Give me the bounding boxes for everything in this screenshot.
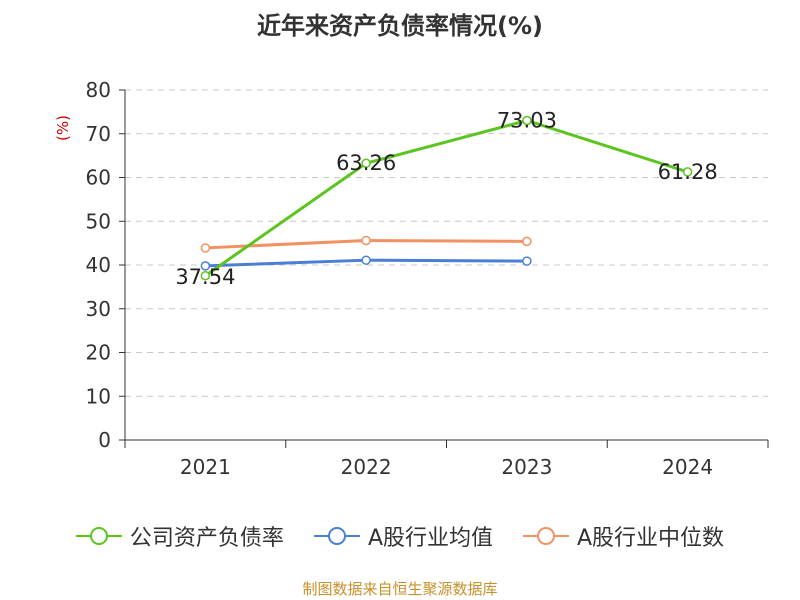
legend-marker-icon — [75, 527, 122, 545]
data-point[interactable] — [522, 256, 532, 266]
y-tick-label: 0 — [98, 428, 111, 452]
x-tick-label: 2023 — [501, 455, 552, 479]
data-label: 61.28 — [658, 160, 718, 184]
legend-item-industry-median[interactable]: A股行业中位数 — [523, 520, 724, 552]
axes: 0 10 20 30 40 50 60 70 80 2021 2022 2023 2024 — [86, 78, 769, 479]
y-tick-label: 60 — [86, 166, 111, 190]
series-lines — [200, 115, 693, 281]
x-tick-label: 2024 — [662, 455, 713, 479]
legend-label: 公司资产负债率 — [129, 526, 284, 551]
legend-item-industry-mean[interactable]: A股行业均值 — [313, 520, 493, 552]
source-note: 制图数据来自恒生聚源数据库 — [302, 580, 498, 598]
data-point[interactable] — [361, 235, 371, 246]
y-tick-label: 70 — [86, 122, 111, 146]
data-point[interactable] — [522, 115, 532, 126]
x-tick-label: 2021 — [180, 455, 231, 479]
data-point[interactable] — [361, 255, 371, 265]
y-tick-label: 80 — [86, 78, 111, 102]
data-label: 73.03 — [497, 108, 557, 132]
x-tick-label: 2022 — [341, 455, 392, 479]
y-tick-label: 10 — [86, 384, 111, 408]
data-point[interactable] — [200, 243, 211, 253]
data-point[interactable] — [200, 261, 211, 271]
legend-label: A股行业中位数 — [577, 526, 725, 551]
series-line — [204, 118, 689, 277]
data-point[interactable] — [682, 167, 693, 177]
legend-marker-icon — [313, 527, 360, 545]
data-point[interactable] — [361, 158, 371, 168]
data-label: 37.54 — [175, 265, 235, 289]
gridlines — [125, 89, 768, 397]
chart-title: 近年来资产负债率情况(%) — [257, 12, 543, 40]
y-tick-label: 30 — [86, 297, 111, 321]
legend-item-company[interactable]: 公司资产负债率 — [75, 520, 284, 552]
data-point[interactable] — [522, 236, 532, 247]
data-point[interactable] — [200, 271, 211, 281]
data-label: 63.26 — [336, 151, 396, 175]
y-tick-label: 40 — [86, 253, 111, 277]
legend: 公司资产负债率 A股行业均值 A股行业中位数 — [0, 520, 800, 552]
y-tick-label: 20 — [86, 341, 111, 365]
legend-label: A股行业均值 — [367, 526, 493, 551]
y-tick-label: 50 — [86, 209, 111, 233]
legend-marker-icon — [523, 527, 569, 545]
y-axis-title: (%) — [54, 115, 72, 141]
data-labels: 37.54 63.26 73.03 61.28 — [175, 108, 717, 288]
